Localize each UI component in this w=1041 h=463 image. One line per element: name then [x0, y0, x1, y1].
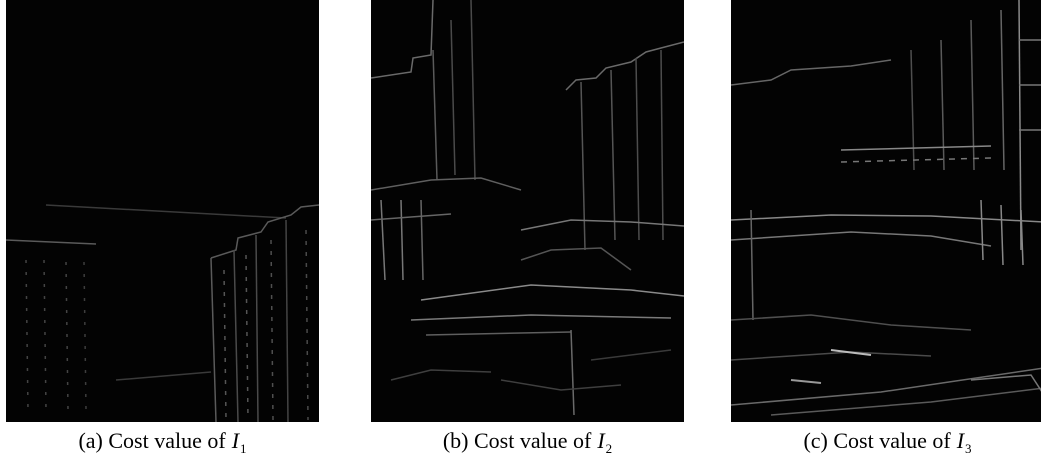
caption-b-variable: I: [597, 428, 605, 453]
caption-a-text: (a) Cost value of: [78, 428, 226, 453]
edge-map-a: [6, 204, 319, 422]
caption-c-subscript: 3: [965, 441, 972, 456]
cost-image-a: [6, 0, 319, 422]
caption-c-text: (c) Cost value of: [803, 428, 951, 453]
figure-panel-a: (a) Cost value of I1: [6, 0, 319, 456]
caption-c-variable: I: [956, 428, 965, 453]
edge-map-b: [371, 0, 684, 416]
figure-panel-c: (c) Cost value of I3: [731, 0, 1041, 456]
caption-c: (c) Cost value of I3: [731, 427, 1041, 463]
cost-image-c: [731, 0, 1041, 422]
figure-panel-b: (b) Cost value of I2: [371, 0, 684, 456]
caption-b-text: (b) Cost value of: [442, 428, 592, 453]
caption-b: (b) Cost value of I2: [371, 427, 684, 463]
caption-b-subscript: 2: [605, 441, 613, 456]
caption-a-variable: I: [231, 428, 240, 453]
cost-image-b: [371, 0, 684, 422]
caption-a-subscript: 1: [240, 441, 247, 456]
edge-map-c: [731, 0, 1041, 416]
caption-a: (a) Cost value of I1: [6, 427, 319, 463]
